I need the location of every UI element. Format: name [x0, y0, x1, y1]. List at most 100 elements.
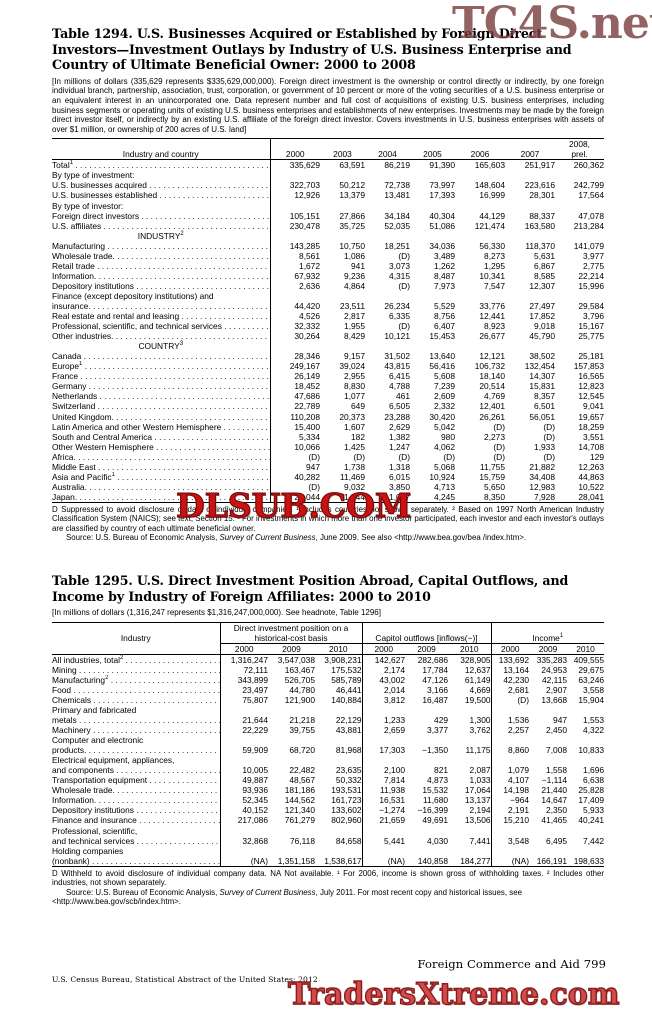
data-cell: 5,933	[583, 805, 605, 816]
data-cell: 3,377	[427, 725, 449, 736]
column-header-year: 2003	[333, 149, 352, 160]
data-cell: 251,917	[505, 159, 555, 171]
data-cell: 166,191	[536, 855, 568, 866]
data-cell: 29,584	[578, 301, 604, 311]
data-cell	[455, 201, 505, 211]
data-cell: (D)	[398, 280, 410, 291]
data-cell: (D)	[269, 451, 320, 462]
data-cell: 6,867	[534, 260, 555, 271]
data-cell: 18,259	[578, 421, 604, 432]
data-cell: 161,723	[331, 795, 362, 806]
table-row: Finance and insurance . . . . . . . . . …	[52, 815, 604, 826]
data-cell: 8,923	[484, 321, 505, 332]
data-cell	[410, 170, 455, 180]
data-cell: 49,691	[422, 815, 449, 826]
data-cell: 45,790	[529, 331, 555, 342]
data-cell	[490, 845, 530, 856]
data-cell	[361, 755, 406, 766]
data-cell: 41,465	[541, 815, 568, 826]
data-cell: 27,866	[339, 210, 365, 221]
data-cell: 49,887	[219, 775, 268, 786]
data-cell: (NA)	[490, 855, 530, 867]
data-cell: 1,033	[469, 775, 491, 786]
data-cell: 9,236	[344, 270, 365, 281]
data-cell: 5,529	[434, 301, 455, 311]
data-cell: (D)	[398, 250, 410, 261]
row-label: U.S. affiliates . . . . . . . . . . . . …	[52, 220, 270, 231]
source-publication: Survey of Current Business	[219, 887, 316, 897]
table-spacer	[52, 543, 604, 573]
table-row: Professional, scientific,	[52, 825, 604, 836]
data-cell: 25,828	[578, 785, 605, 796]
row-label: Retail trade . . . . . . . . . . . . . .…	[52, 260, 270, 271]
data-cell	[219, 845, 268, 856]
data-cell: 144,562	[284, 795, 315, 806]
table-row: Asia and Pacific1 . . . . . . . . . . . …	[52, 471, 604, 482]
data-cell: 16,531	[361, 795, 406, 806]
row-label: Japan. . . . . . . . . . . . . . . . . .…	[52, 491, 270, 502]
data-cell: 4,526	[269, 311, 320, 322]
row-label: Finance (except depository institutions)…	[52, 290, 214, 301]
data-cell: 12,637	[464, 664, 491, 675]
data-cell: 1,538,617	[324, 855, 362, 866]
data-cell: 585,789	[331, 674, 362, 685]
data-cell: 4,245	[434, 491, 455, 502]
data-cell: 20,373	[339, 411, 365, 422]
data-cell: 50,332	[335, 775, 362, 786]
data-cell: 9,157	[344, 351, 365, 362]
row-label: Middle East . . . . . . . . . . . . . . …	[52, 461, 270, 472]
data-cell: 7,814	[361, 775, 406, 786]
data-cell: 9,032	[344, 481, 365, 492]
data-cell: 22,214	[578, 270, 604, 281]
data-cell	[315, 755, 362, 765]
row-label: Switzerland . . . . . . . . . . . . . . …	[52, 401, 270, 412]
cell-empty	[365, 231, 410, 241]
data-cell: 19,657	[578, 411, 604, 422]
data-cell: 40,304	[429, 210, 455, 221]
data-cell: 3,850	[389, 481, 410, 492]
data-cell: 2,775	[583, 260, 604, 271]
table-bottom-rule	[52, 502, 604, 503]
data-cell: 15,167	[578, 321, 604, 332]
table-bottom-rule	[52, 865, 605, 867]
data-cell	[365, 291, 410, 301]
table-row: Wholesale trade. . . . . . . . . . . . .…	[52, 785, 605, 796]
data-cell: 22,129	[335, 715, 362, 725]
data-cell: 10,522	[578, 481, 604, 492]
table-header-row: Industry and country 2008,	[52, 138, 604, 160]
data-cell: 5,042	[434, 421, 455, 432]
data-cell: 6,407	[434, 321, 455, 332]
row-label: Canada . . . . . . . . . . . . . . . . .…	[52, 351, 270, 362]
data-cell: 141,079	[573, 240, 604, 251]
table-row: Finance (except depository institutions)…	[52, 290, 604, 301]
table-row: Real estate and rental and leasing . . .…	[52, 311, 604, 322]
data-cell	[448, 705, 491, 715]
cell-empty	[505, 341, 555, 351]
data-cell: 38,502	[529, 351, 555, 362]
table-row: Depository institutions . . . . . . . . …	[52, 805, 605, 816]
data-cell: 1,536	[490, 715, 530, 726]
data-cell: 17,784	[422, 664, 449, 675]
table-1294: Industry and country 2008, 2000 2003 2004 20…	[52, 138, 604, 503]
data-cell: 4,864	[344, 280, 365, 291]
data-cell: 29,675	[578, 664, 605, 675]
data-cell: 34,036	[429, 240, 455, 251]
data-cell: 30,264	[269, 331, 320, 342]
row-label: South and Central America . . . . . . . …	[52, 431, 270, 442]
data-cell: 31,502	[384, 351, 410, 362]
data-cell: 140,858	[417, 855, 449, 866]
data-cell: 11,755	[480, 461, 505, 472]
data-cell: 2,817	[344, 311, 365, 322]
source-publication: Survey of Current Business	[219, 533, 316, 543]
column-header-spacer	[410, 138, 455, 150]
cell-empty	[455, 231, 505, 241]
column-header-year: 2009	[405, 642, 449, 655]
data-cell: 649	[351, 401, 365, 412]
data-cell: 5,631	[534, 250, 555, 261]
data-cell	[405, 826, 448, 836]
data-cell: 2,659	[361, 725, 406, 736]
data-cell: 2,350	[546, 805, 568, 816]
data-cell: 4,788	[389, 381, 410, 392]
data-cell: 3,977	[583, 250, 604, 261]
row-label: Transportation equipment . . . . . . . .…	[52, 775, 220, 786]
